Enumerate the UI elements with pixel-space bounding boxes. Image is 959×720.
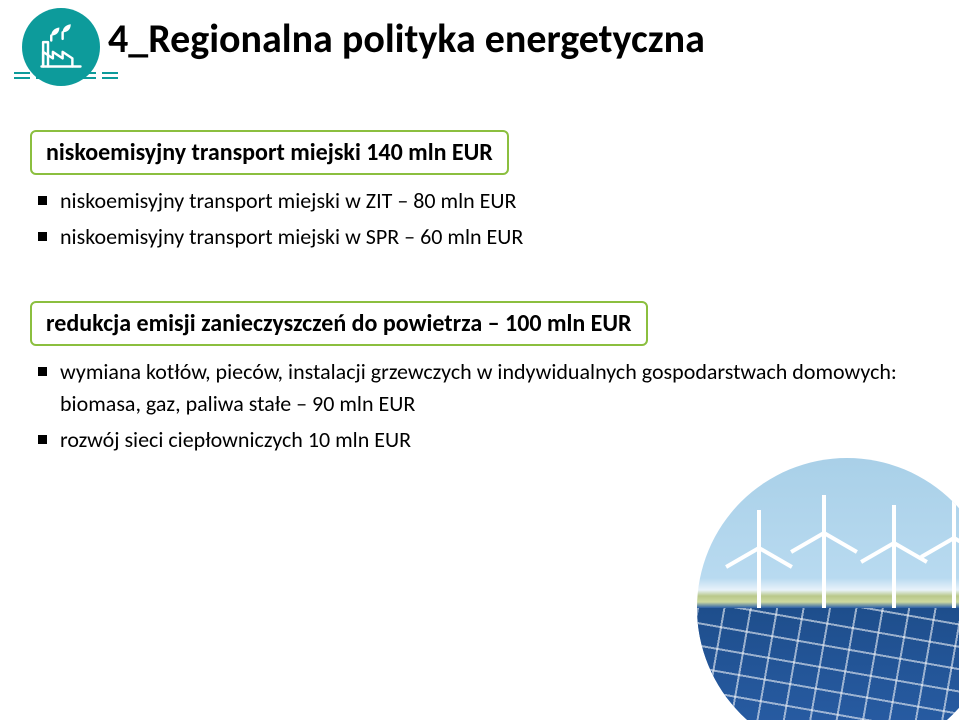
bullet-list: niskoemisyjny transport miejski w ZIT – … (38, 185, 919, 253)
list-item: niskoemisyjny transport miejski w SPR – … (38, 221, 919, 253)
turbine-icon (892, 543, 896, 608)
section-1: niskoemisyjny transport miejski 140 mln … (30, 130, 919, 253)
turbine-icon (952, 538, 956, 608)
turbine-icon (757, 548, 761, 608)
title-row: 4_Regionalna polityka energetyczna (0, 8, 959, 86)
turbine-icon (822, 533, 826, 608)
content: niskoemisyjny transport miejski 140 mln … (30, 130, 919, 459)
list-item: rozwój sieci ciepłowniczych 10 mln EUR (38, 424, 919, 456)
list-item: niskoemisyjny transport miejski w ZIT – … (38, 185, 919, 217)
title-underline (14, 72, 874, 78)
page-title: 4_Regionalna polityka energetyczna (108, 14, 705, 63)
highlight-box: redukcja emisji zanieczyszczeń do powiet… (30, 301, 648, 346)
slide: 4_Regionalna polityka energetyczna nisko… (0, 0, 959, 720)
list-item: wymiana kotłów, pieców, instalacji grzew… (38, 356, 919, 420)
solar-panels (697, 608, 959, 720)
highlight-box: niskoemisyjny transport miejski 140 mln … (30, 130, 509, 175)
bullet-list: wymiana kotłów, pieców, instalacji grzew… (38, 356, 919, 456)
section-2: redukcja emisji zanieczyszczeń do powiet… (30, 301, 919, 456)
wind-solar-image (697, 458, 959, 720)
